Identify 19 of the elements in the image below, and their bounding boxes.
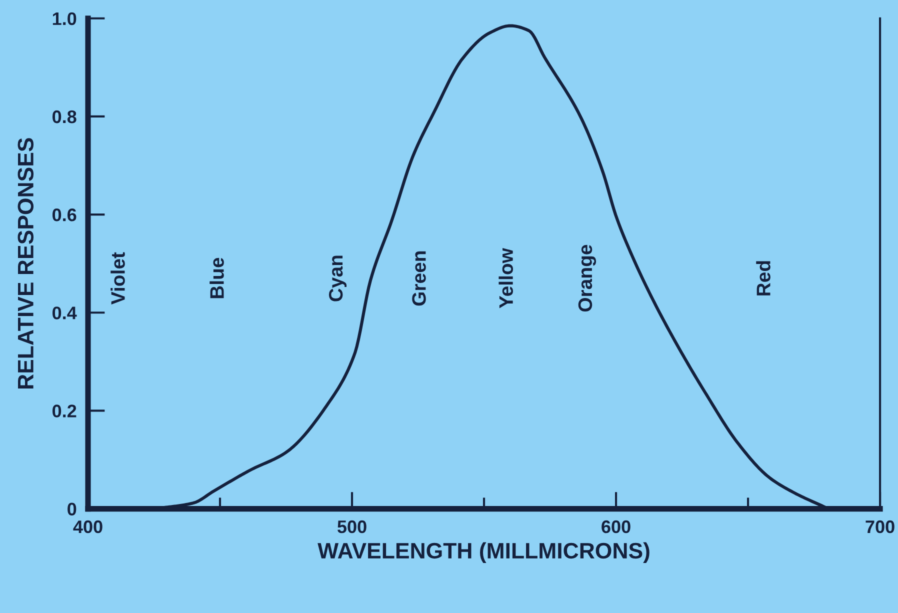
y-tick-label: 0.6: [52, 208, 76, 222]
y-tick-label: 1.0: [52, 12, 76, 26]
annotation: Yellow: [498, 248, 514, 308]
y-tick-label: 0.8: [52, 110, 76, 124]
x-tick-label: 600: [602, 520, 630, 534]
annotation: Red: [756, 261, 770, 296]
x-tick-label: 500: [338, 520, 366, 534]
y-tick-label: 0: [68, 502, 76, 516]
annotation: Violet: [110, 252, 125, 304]
x-tick-label: 700: [866, 520, 894, 534]
y-tick-label: 0.2: [52, 404, 76, 418]
annotation: Cyan: [328, 256, 347, 302]
annotation: Green: [412, 251, 426, 306]
y-axis-title: RELATIVE RESPONSES: [18, 138, 34, 388]
annotation: Orange: [578, 244, 596, 312]
x-tick-label: 400: [73, 520, 102, 534]
annotation: Blue: [210, 258, 224, 298]
y-tick-label: 0.4: [52, 306, 77, 320]
x-axis-title: WAVELENGTH (MILLMICRONS): [318, 542, 650, 564]
